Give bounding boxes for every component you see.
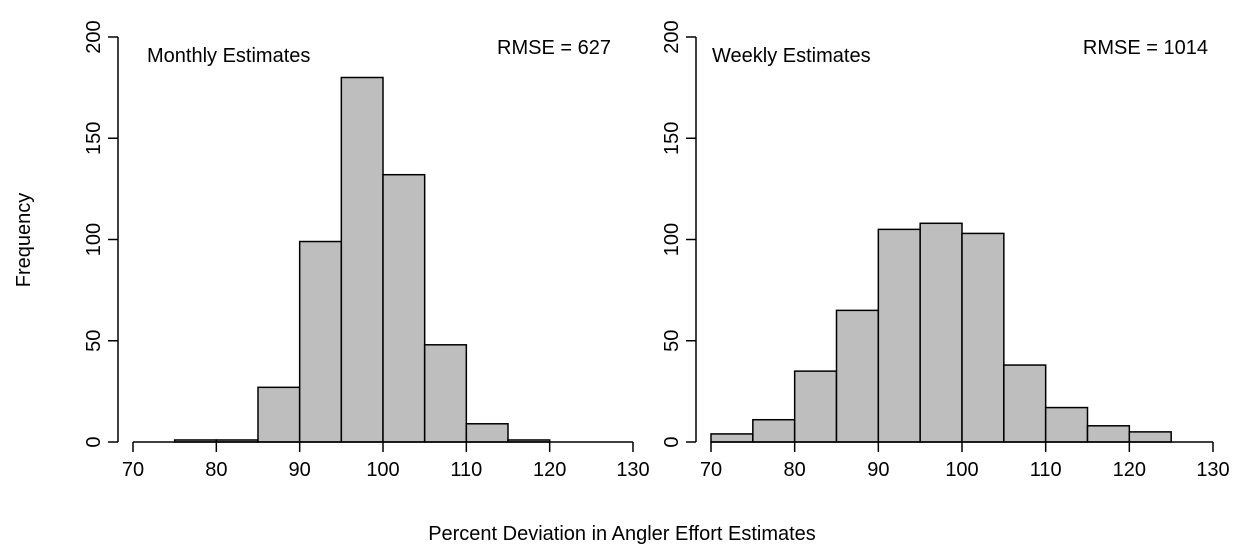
x-tick-label: 80: [205, 459, 227, 481]
x-tick-label: 120: [1113, 459, 1146, 481]
y-tick-label: 150: [661, 122, 683, 155]
histogram-bar: [465, 423, 509, 443]
x-tick-label: 70: [122, 459, 144, 481]
x-tick-label: 90: [289, 459, 311, 481]
histogram-bar: [835, 309, 880, 443]
x-tick-label: 100: [366, 459, 399, 481]
y-tick-label: 0: [661, 436, 683, 447]
histogram-bar: [1086, 425, 1131, 443]
panel-title: Weekly Estimates: [712, 45, 871, 67]
histogram-bar: [1044, 406, 1089, 443]
histogram-bar: [340, 76, 384, 443]
histogram-bar: [961, 232, 1005, 443]
x-tick-label: 110: [1030, 459, 1062, 481]
x-tick-label: 80: [784, 459, 806, 481]
y-tick-label: 200: [661, 20, 683, 53]
histogram-bar: [382, 173, 426, 443]
y-axis-label: Frequency: [13, 193, 35, 288]
x-tick-label: 130: [616, 459, 649, 481]
x-tick-label: 70: [700, 459, 722, 481]
histogram-bar: [752, 418, 796, 443]
histogram-bar: [793, 370, 838, 443]
x-tick-label: 120: [533, 459, 566, 481]
histogram-bar: [1128, 431, 1172, 443]
y-tick-label: 0: [83, 436, 105, 447]
histogram-bar: [877, 228, 921, 443]
y-tick-label: 200: [83, 20, 105, 53]
histogram-bar: [423, 344, 468, 443]
x-axis-label: Percent Deviation in Angler Effort Estim…: [428, 523, 816, 545]
x-tick-label: 130: [1196, 459, 1229, 481]
histogram-bar: [298, 240, 343, 443]
y-tick-label: 50: [661, 330, 683, 352]
histogram-bar: [710, 433, 754, 443]
x-tick-label: 110: [450, 459, 482, 481]
rmse-annotation: RMSE = 1014: [1083, 37, 1208, 59]
y-tick-label: 50: [83, 330, 105, 352]
y-tick-label: 150: [83, 122, 105, 155]
rmse-annotation: RMSE = 627: [497, 37, 611, 59]
x-tick-label: 90: [867, 459, 889, 481]
histogram-bar: [919, 222, 963, 443]
panel-title: Monthly Estimates: [147, 45, 310, 67]
y-tick-label: 100: [83, 223, 105, 256]
histogram-bar: [257, 386, 301, 443]
y-tick-label: 100: [661, 223, 683, 256]
histogram-bar: [1003, 364, 1047, 443]
x-tick-label: 100: [945, 459, 978, 481]
